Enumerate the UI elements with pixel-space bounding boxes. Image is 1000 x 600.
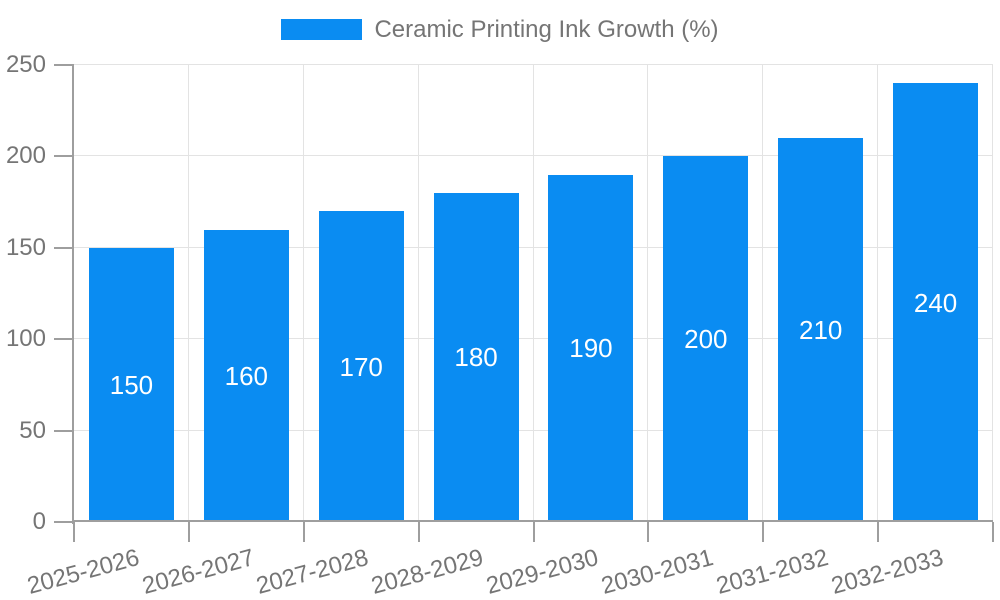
x-axis-tick [647, 522, 650, 542]
bar-value-label: 200 [684, 324, 728, 355]
gridline-vertical [302, 65, 304, 522]
x-axis-tick [877, 522, 880, 542]
x-tick-label: 2026-2027 [138, 544, 257, 600]
x-axis-tick [302, 522, 305, 542]
bar [893, 83, 979, 520]
bar-value-label: 180 [454, 342, 498, 373]
gridline-vertical [647, 65, 649, 522]
bar [203, 229, 289, 520]
x-tick-label: 2032-2033 [828, 544, 947, 600]
x-tick-label: 2029-2030 [483, 544, 602, 600]
gridline-vertical [532, 65, 534, 522]
bar-value-label: 190 [569, 333, 613, 364]
bar [318, 211, 404, 520]
gridline-horizontal [74, 246, 993, 248]
x-tick-label: 2027-2028 [253, 544, 372, 600]
bar-value-label: 210 [798, 315, 843, 346]
gridline-vertical [762, 65, 764, 522]
bar [663, 156, 749, 520]
gridline-vertical [877, 65, 879, 522]
y-axis-tick [54, 338, 74, 341]
bar [778, 138, 864, 520]
gridline-horizontal [74, 429, 993, 431]
legend-label: Ceramic Printing Ink Growth (%) [374, 16, 719, 43]
gridline-vertical [417, 65, 419, 522]
gridline-vertical [187, 65, 189, 522]
x-axis-tick [187, 522, 190, 542]
gridline-horizontal [74, 155, 993, 157]
bar-value-label: 160 [224, 360, 268, 391]
y-tick-label: 100 [5, 325, 46, 353]
y-tick-label: 150 [5, 233, 46, 261]
y-tick-label: 0 [32, 508, 46, 535]
bar [433, 192, 519, 520]
x-axis-tick [992, 522, 994, 542]
y-axis-tick [54, 155, 74, 158]
legend-swatch[interactable] [281, 19, 363, 40]
x-axis-line [74, 520, 993, 522]
gridline-horizontal [74, 338, 993, 340]
bar [88, 247, 174, 520]
y-axis-line [72, 65, 74, 524]
x-tick-label: 2025-2026 [24, 544, 142, 600]
legend[interactable]: Ceramic Printing Ink Growth (%) [0, 16, 1000, 43]
y-tick-label: 50 [19, 416, 46, 444]
x-tick-label: 2028-2029 [368, 544, 487, 600]
bar-value-label: 150 [109, 369, 154, 400]
y-axis-tick [54, 521, 74, 523]
bar [548, 174, 634, 520]
gridline-horizontal [74, 64, 993, 65]
bar-value-label: 240 [913, 287, 958, 318]
x-tick-label: 2031-2032 [713, 544, 832, 600]
x-tick-label: 2030-2031 [598, 544, 717, 600]
gridline-vertical [992, 65, 993, 522]
y-tick-label: 250 [5, 51, 46, 78]
y-axis-tick [54, 246, 74, 249]
x-axis-tick [762, 522, 765, 542]
bar-value-label: 170 [339, 351, 383, 382]
y-tick-label: 200 [5, 142, 46, 170]
x-axis-tick [73, 522, 75, 542]
x-axis-tick [417, 522, 420, 542]
x-axis-tick [532, 522, 535, 542]
y-axis-tick [54, 64, 74, 66]
y-axis-tick [54, 429, 74, 432]
